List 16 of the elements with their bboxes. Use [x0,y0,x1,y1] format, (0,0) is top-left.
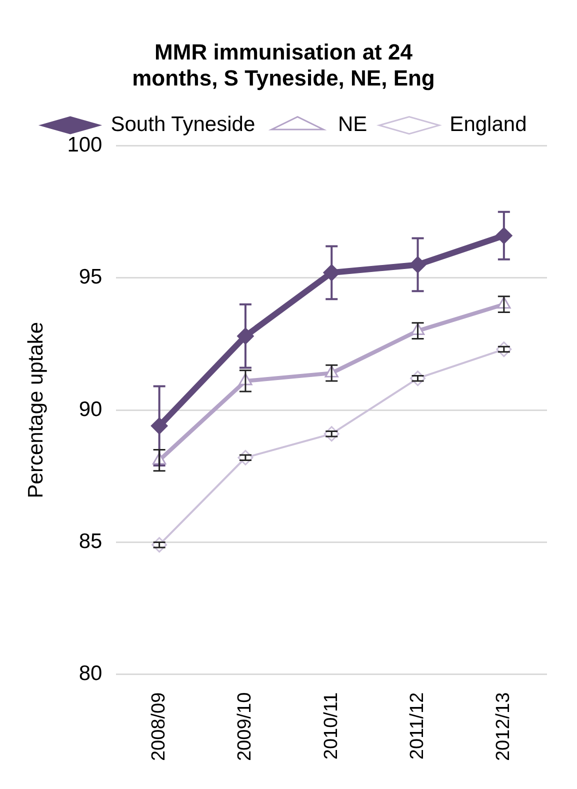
x-tick-label: 2010/11 [320,692,342,760]
legend-label: NE [338,113,368,136]
text: MMR immunisation at 24 [154,39,412,64]
x-tick-label: 2008/09 [148,692,170,762]
y-tick-label: 95 [78,266,102,289]
legend-label: South Tyneside [110,113,256,136]
y-tick-label: 100 [67,134,102,157]
x-tick-label: 2011/12 [407,692,428,760]
y-axis-title: Percentage uptake [24,322,48,498]
x-tick-label: 2012/13 [493,692,514,762]
y-tick-label: 85 [78,530,102,553]
y-tick-label: 90 [78,398,102,421]
y-tick-label: 80 [78,662,102,686]
legend-label: England [450,113,527,136]
x-tick-label: 2009/10 [234,692,256,762]
text: months, S Tyneside, NE, Eng [132,66,435,91]
